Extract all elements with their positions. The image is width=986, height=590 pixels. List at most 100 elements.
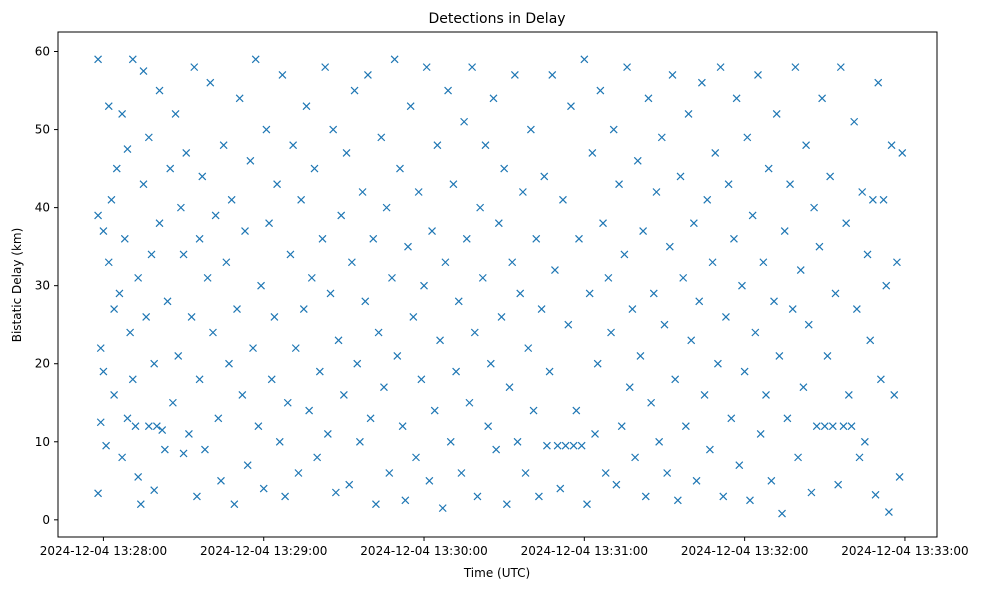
data-point [195, 234, 204, 243]
data-point [452, 367, 461, 376]
data-point [759, 258, 768, 267]
data-point [235, 94, 244, 103]
data-point [735, 461, 744, 470]
x-tick-label: 2024-12-04 13:33:00 [841, 544, 968, 558]
data-point [660, 320, 669, 329]
data-point [847, 422, 856, 431]
data-point [852, 305, 861, 314]
data-point [513, 437, 522, 446]
data-point [361, 297, 370, 306]
data-point [823, 351, 832, 360]
data-point [422, 63, 431, 72]
data-point [369, 234, 378, 243]
data-point [791, 63, 800, 72]
data-point [876, 375, 885, 384]
data-point [123, 145, 132, 154]
data-point [559, 195, 567, 204]
data-point [313, 453, 322, 462]
data-point [620, 250, 629, 259]
data-point [655, 437, 664, 446]
data-point [342, 149, 351, 157]
points-layer [94, 55, 907, 518]
data-point [128, 55, 137, 64]
data-point [828, 422, 837, 431]
data-point [855, 453, 864, 462]
data-point [110, 305, 119, 314]
data-point [281, 492, 290, 501]
data-point [270, 312, 279, 321]
data-point [414, 188, 423, 196]
data-point [874, 78, 883, 87]
data-point [278, 71, 287, 79]
data-point [575, 234, 583, 243]
data-point [756, 430, 765, 438]
x-axis: 2024-12-04 13:28:00 2024-12-04 13:29:00 20… [40, 537, 969, 558]
data-point [518, 188, 527, 196]
data-point [241, 227, 249, 235]
data-point [548, 71, 557, 79]
data-point [652, 188, 661, 196]
data-point [850, 117, 859, 126]
data-point [521, 469, 530, 477]
data-point [663, 469, 672, 477]
data-point [583, 500, 591, 509]
data-point [665, 242, 674, 251]
data-point [780, 227, 789, 235]
data-point [508, 258, 517, 267]
data-point [884, 508, 893, 516]
data-point [529, 406, 538, 415]
data-point [350, 86, 359, 95]
data-point [96, 344, 105, 353]
data-point [510, 71, 519, 79]
data-point [705, 445, 714, 454]
y-axis: 0 10 20 30 40 50 60 [35, 45, 58, 527]
data-point [144, 422, 153, 431]
data-point [209, 328, 217, 337]
data-point [139, 180, 148, 189]
data-point [743, 133, 752, 142]
data-point [657, 133, 666, 142]
data-point [99, 227, 108, 235]
data-point [214, 414, 223, 423]
data-point [355, 437, 364, 446]
data-point [700, 391, 709, 399]
y-tick-label: 20 [35, 357, 50, 371]
data-point [604, 273, 613, 282]
y-tick-label: 10 [35, 435, 50, 449]
data-point [673, 496, 682, 505]
data-point [168, 398, 177, 407]
data-point [385, 469, 394, 477]
data-point [636, 351, 645, 360]
data-point [94, 489, 103, 498]
data-point [374, 328, 383, 337]
data-point [110, 391, 119, 399]
data-point [649, 289, 658, 298]
data-point [647, 398, 656, 407]
data-point [502, 500, 511, 509]
data-point [331, 488, 340, 497]
data-point [754, 71, 762, 79]
data-point [882, 281, 891, 290]
data-point [711, 149, 720, 157]
data-point [863, 250, 872, 259]
data-point [716, 63, 725, 72]
data-point [217, 476, 225, 485]
data-point [697, 78, 706, 87]
data-point [363, 71, 372, 79]
data-point [174, 351, 183, 360]
data-point [492, 445, 501, 454]
data-point [898, 149, 907, 157]
data-point [230, 500, 239, 509]
data-point [703, 195, 712, 204]
data-point [842, 219, 851, 228]
data-point [641, 492, 650, 501]
data-point [104, 258, 113, 267]
data-point [227, 195, 236, 204]
data-point [246, 156, 255, 165]
data-point [454, 297, 463, 306]
data-point [460, 117, 469, 126]
y-tick-label: 0 [42, 513, 50, 527]
data-point [249, 344, 257, 353]
data-point [762, 391, 770, 399]
data-point [147, 250, 156, 259]
